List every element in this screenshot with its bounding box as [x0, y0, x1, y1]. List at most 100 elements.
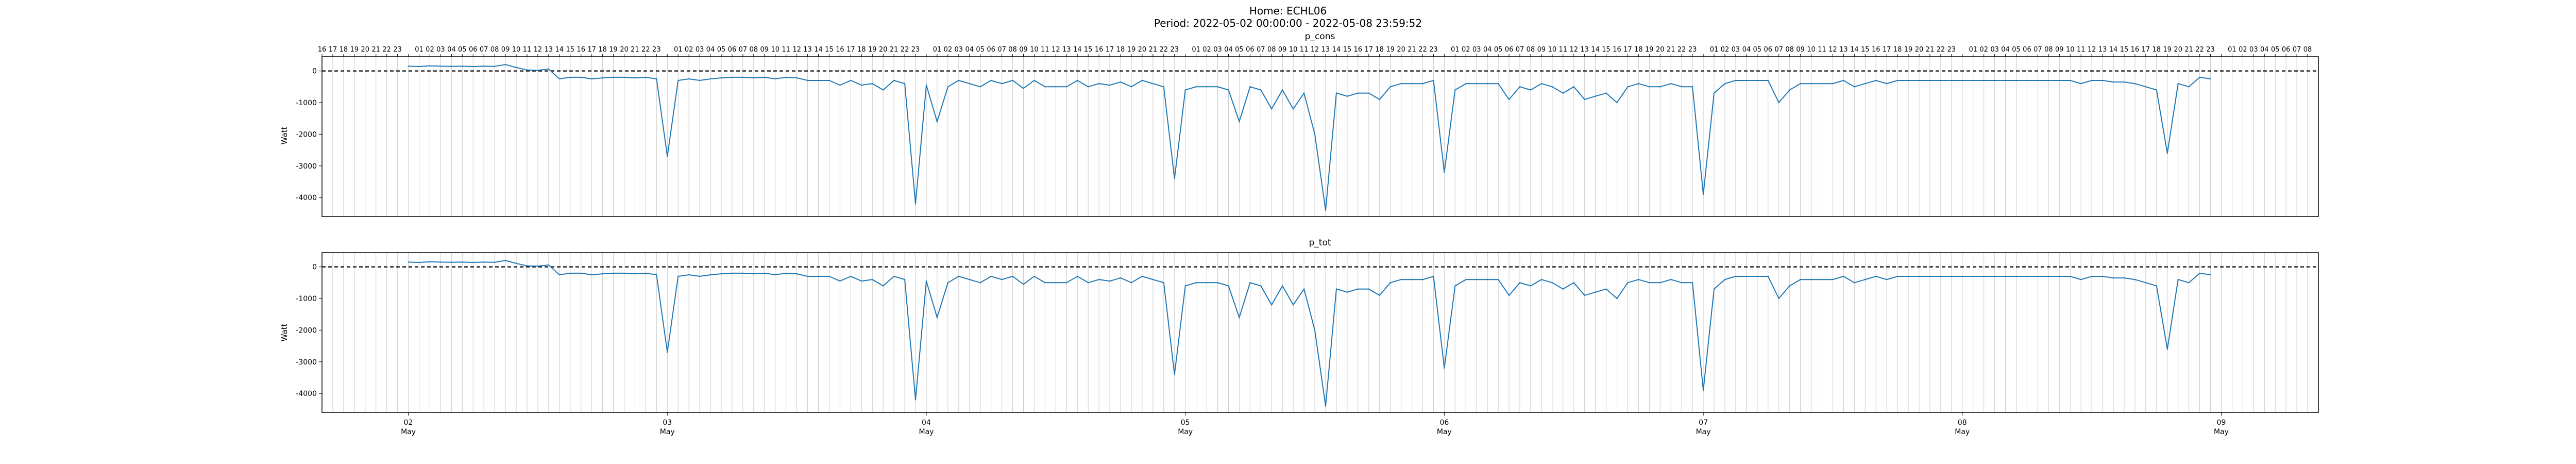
- p-tot-data-point: [1184, 285, 1186, 287]
- p-tot-xtick-month: May: [1955, 428, 1970, 436]
- p-tot-data-point: [1865, 278, 1866, 280]
- p-cons-data-point: [1627, 86, 1629, 88]
- p-tot-data-point: [1130, 282, 1132, 284]
- p-cons-data-point: [1357, 92, 1359, 94]
- p-tot-data-point: [904, 278, 906, 280]
- p-tot-data-point: [1260, 285, 1262, 287]
- p-tot-data-point: [979, 282, 981, 284]
- p-cons-data-point: [1562, 92, 1564, 94]
- p-tot-xtick-month: May: [2214, 428, 2229, 436]
- p-tot-data-point: [2134, 278, 2136, 280]
- p-cons-top-tick-label: 23: [1170, 46, 1179, 54]
- p-cons-top-tick-label: 10: [1030, 46, 1039, 54]
- p-cons-data-point: [1896, 79, 1899, 81]
- p-tot-data-point: [1465, 278, 1467, 280]
- p-cons-top-tick-label: 06: [1246, 46, 1255, 54]
- p-tot-data-point: [1314, 329, 1316, 331]
- p-tot-xtick-month: May: [660, 428, 675, 436]
- p-cons-top-tick-label: 03: [1990, 46, 1999, 54]
- p-tot-data-point: [1994, 275, 1995, 277]
- p-cons-top-tick-label: 14: [1073, 46, 1082, 54]
- p-cons-data-point: [1077, 79, 1078, 81]
- p-cons-top-tick-label: 20: [2174, 46, 2182, 54]
- p-cons-top-tick-label: 02: [685, 46, 693, 54]
- p-cons-data-point: [1756, 79, 1758, 81]
- p-tot-data-point: [1098, 278, 1100, 280]
- p-cons-top-tick-label: 19: [868, 46, 877, 54]
- p-cons-top-tick-label: 20: [361, 46, 370, 54]
- p-cons-data-point: [850, 79, 852, 81]
- p-tot-data-point: [2037, 275, 2039, 277]
- p-cons-top-tick-label: 21: [890, 46, 899, 54]
- p-cons-top-tick-label: 11: [782, 46, 790, 54]
- p-tot-axes-frame: [321, 252, 2319, 413]
- p-tot-data-point: [1281, 285, 1283, 287]
- p-tot-data-point: [2005, 275, 2006, 277]
- p-cons-data-point: [1638, 82, 1639, 85]
- p-cons-data-point: [828, 79, 830, 81]
- p-tot-data-point: [1961, 275, 1963, 277]
- p-cons-top-tick-label: 09: [1796, 46, 1805, 54]
- p-tot-data-point: [537, 266, 539, 267]
- p-cons-data-point: [1109, 85, 1111, 86]
- p-tot-ytick-label: 0: [312, 263, 317, 272]
- p-cons-top-tick-label: 19: [1386, 46, 1395, 54]
- p-tot-data-point: [2166, 349, 2168, 350]
- p-cons-data-point: [1389, 86, 1391, 88]
- p-cons-top-tick-label: 11: [523, 46, 532, 54]
- p-cons-data-point: [807, 79, 808, 81]
- p-cons-data-point: [1767, 79, 1769, 81]
- p-tot-data-point: [2048, 275, 2049, 277]
- p-cons-data-point: [1530, 89, 1532, 91]
- p-cons-top-tick-label: 06: [728, 46, 737, 54]
- p-tot-xtick-month: May: [919, 428, 934, 436]
- p-cons-top-tick-label: 16: [836, 46, 844, 54]
- p-cons-top-tick-label: 08: [1785, 46, 1794, 54]
- p-tot-ytick-label: -1000: [296, 295, 317, 303]
- p-cons-top-tick-label: 01: [415, 46, 423, 54]
- p-cons-data-point: [1854, 86, 1855, 88]
- p-cons-data-point: [1875, 79, 1877, 81]
- p-cons-top-tick-label: 15: [1861, 46, 1870, 54]
- p-tot-data-point: [645, 272, 647, 274]
- p-cons-data-point: [1314, 134, 1316, 135]
- p-cons-data-point: [1778, 102, 1780, 104]
- p-tot-data-point: [472, 261, 474, 263]
- p-cons-data-point: [1681, 86, 1683, 88]
- p-tot-series-line: [408, 260, 2211, 406]
- p-cons-data-point: [861, 85, 862, 86]
- p-tot-data-point: [1239, 317, 1240, 319]
- p-cons-top-tick-label: 02: [426, 46, 434, 54]
- p-cons-data-point: [818, 79, 819, 81]
- p-cons-data-point: [2145, 86, 2147, 88]
- p-cons-data-point: [408, 65, 409, 67]
- p-cons-data-point: [1486, 82, 1488, 85]
- p-cons-top-tick-label: 21: [1408, 46, 1416, 54]
- p-cons-data-point: [483, 65, 485, 67]
- p-cons-data-point: [1821, 82, 1823, 85]
- p-cons-top-tick-label: 01: [1969, 46, 1977, 54]
- p-tot-data-point: [1573, 282, 1574, 284]
- p-tot-data-point: [1411, 278, 1413, 280]
- p-cons-top-tick-label: 06: [469, 46, 478, 54]
- p-cons-top-tick-label: 17: [846, 46, 855, 54]
- p-tot-xtick-day: 02: [404, 419, 413, 427]
- p-tot-data-point: [1832, 278, 1834, 280]
- p-cons-top-tick-label: 18: [1375, 46, 1384, 54]
- p-cons-top-tick-label: 05: [717, 46, 726, 54]
- p-cons-top-tick-label: 19: [350, 46, 359, 54]
- p-cons-top-tick-label: 15: [1602, 46, 1611, 54]
- p-cons-data-point: [1260, 89, 1262, 91]
- p-tot-data-point: [2070, 275, 2071, 277]
- p-cons-top-tick-label: 17: [587, 46, 596, 54]
- p-cons-top-tick-label: 04: [965, 46, 974, 54]
- p-cons-top-tick-label: 07: [2293, 46, 2301, 54]
- p-tot-data-point: [1163, 282, 1164, 284]
- p-tot-data-point: [1605, 288, 1607, 290]
- p-cons-top-tick-label: 08: [1527, 46, 1535, 54]
- p-tot-data-point: [1940, 275, 1942, 277]
- p-cons-ytick-label: -3000: [296, 162, 317, 171]
- p-cons-data-point: [1810, 82, 1812, 85]
- p-cons-top-tick-label: 15: [1084, 46, 1093, 54]
- p-cons-data-point: [591, 78, 592, 80]
